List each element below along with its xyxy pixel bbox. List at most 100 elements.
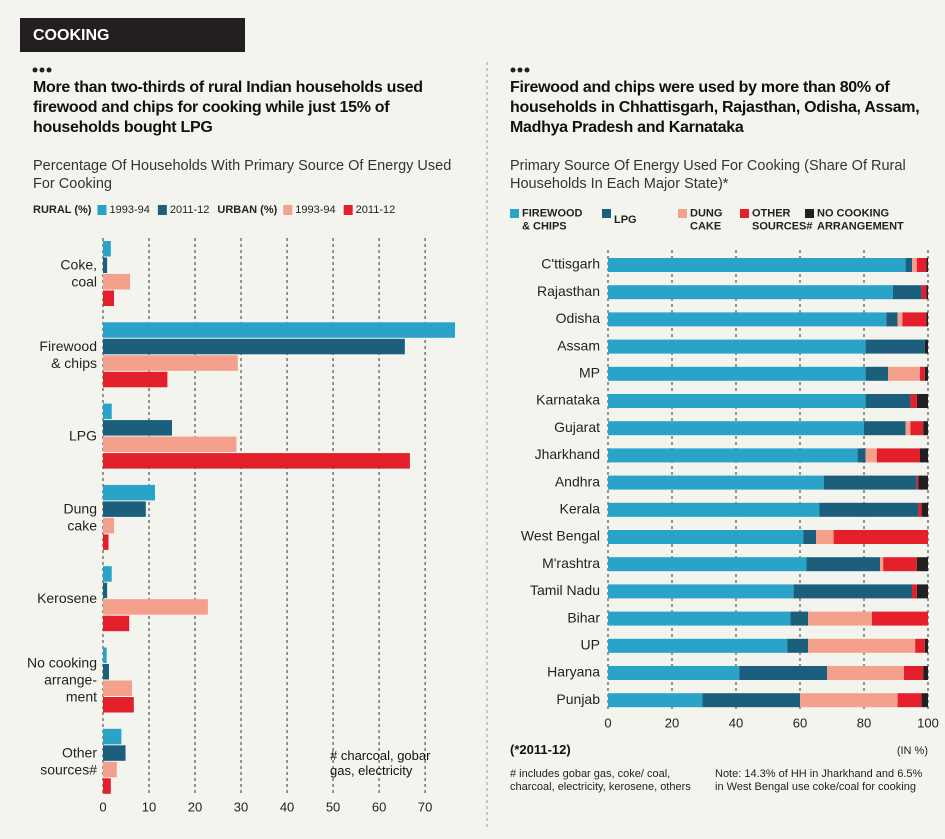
bar — [103, 274, 131, 290]
bar-segment — [915, 638, 925, 653]
bar-segment — [608, 666, 740, 680]
bar — [103, 761, 117, 778]
bar-segment — [857, 448, 866, 463]
bar-segment — [883, 557, 917, 572]
footnote: (*2011-12) — [510, 742, 571, 757]
bar-segment — [827, 666, 904, 680]
bar-segment — [608, 285, 893, 300]
bar — [103, 728, 122, 745]
header-box — [20, 18, 245, 52]
annotation: # charcoal, gobar gas, electricity — [330, 748, 431, 778]
bar-segment — [924, 339, 928, 354]
bar-segment — [897, 312, 903, 327]
bar-segment — [819, 502, 919, 517]
bar — [103, 420, 173, 436]
legend-label: DUNG CAKE — [690, 207, 722, 232]
legend-label: 1993-94 — [109, 204, 149, 216]
bar — [103, 338, 405, 355]
bar-segment — [608, 394, 866, 408]
bar-segment — [800, 693, 898, 708]
bar — [103, 290, 115, 306]
bar-segment — [918, 475, 928, 490]
chart-title: More than two-thirds of rural Indian hou… — [33, 79, 423, 136]
bar-segment — [923, 421, 928, 436]
bar-segment — [876, 448, 920, 463]
bar-segment — [790, 611, 808, 626]
y-tick-label: Karnataka — [536, 392, 600, 408]
y-tick-label: UP — [581, 637, 600, 653]
legend-label: 2011-12 — [356, 204, 396, 216]
unit-label: (IN %) — [896, 745, 928, 757]
legend-label: 1993-94 — [295, 204, 335, 216]
bar-segment — [608, 638, 788, 653]
bar — [103, 534, 109, 550]
bar-segment — [702, 693, 800, 708]
bar-segment — [905, 258, 912, 272]
bar-segment — [608, 693, 703, 708]
x-tick-label: 0 — [99, 799, 106, 814]
bar — [103, 257, 108, 273]
x-tick-label: 50 — [326, 799, 340, 814]
bar — [103, 403, 112, 420]
bar-segment — [912, 258, 917, 272]
x-tick-label: 20 — [665, 715, 679, 730]
bar — [103, 582, 108, 599]
x-tick-label: 80 — [857, 715, 871, 730]
bar — [103, 778, 111, 794]
bar-segment — [920, 366, 925, 381]
x-tick-label: 70 — [418, 799, 432, 814]
bar-segment — [608, 421, 864, 436]
y-tick-label: Assam — [557, 337, 600, 353]
legend-swatch — [343, 205, 353, 215]
legend-swatch — [510, 209, 519, 218]
y-tick-label: Other sources# — [40, 744, 97, 777]
bar-segment — [926, 312, 928, 327]
bar-segment — [608, 448, 858, 463]
bar-segment — [608, 366, 866, 381]
bar-segment — [926, 285, 928, 300]
chart-title: Firewood and chips were used by more tha… — [510, 79, 920, 136]
bar-segment — [880, 557, 884, 572]
y-tick-label: Bihar — [567, 609, 600, 625]
bar-segment — [920, 448, 928, 463]
bar-segment — [916, 557, 928, 572]
y-tick-label: Dung cake — [64, 500, 98, 533]
bar-segment — [808, 611, 872, 626]
bar-segment — [864, 421, 906, 436]
header-label: COOKING — [33, 27, 109, 44]
legend-group: RURAL (%) — [33, 204, 92, 216]
legend-swatch — [283, 205, 293, 215]
legend-swatch — [805, 209, 814, 218]
footnote: Note: 14.3% of HH in Jharkhand and 6.5% … — [715, 768, 923, 793]
bar-segment — [808, 638, 916, 653]
legend-label: OTHER SOURCES# — [752, 207, 813, 232]
bar — [103, 355, 238, 371]
y-tick-label: C'ttisgarh — [541, 256, 600, 272]
bar-segment — [902, 312, 927, 327]
legend-label: LPG — [614, 214, 637, 226]
y-tick-label: Punjab — [556, 691, 600, 707]
x-tick-label: 60 — [372, 799, 386, 814]
x-tick-label: 0 — [604, 715, 611, 730]
bar-segment — [803, 530, 816, 544]
legend-swatch — [157, 205, 167, 215]
bar-segment — [916, 584, 928, 599]
bar-segment — [904, 666, 924, 680]
bar-segment — [892, 285, 922, 300]
dots — [32, 67, 530, 73]
y-tick-label: MP — [579, 365, 600, 381]
bar — [103, 647, 107, 663]
legend-label: NO COOKING ARRANGEMENT — [817, 207, 904, 232]
bar-segment — [921, 285, 927, 300]
bar-segment — [608, 475, 824, 490]
x-tick-label: 10 — [142, 799, 156, 814]
legend-swatch — [602, 209, 611, 218]
bar-segment — [865, 394, 911, 408]
bar — [103, 322, 455, 338]
y-tick-label: Odisha — [556, 310, 601, 326]
bar — [103, 371, 168, 388]
chart-subtitle: Primary Source Of Energy Used For Cookin… — [510, 158, 906, 192]
y-tick-label: LPG — [69, 427, 97, 443]
